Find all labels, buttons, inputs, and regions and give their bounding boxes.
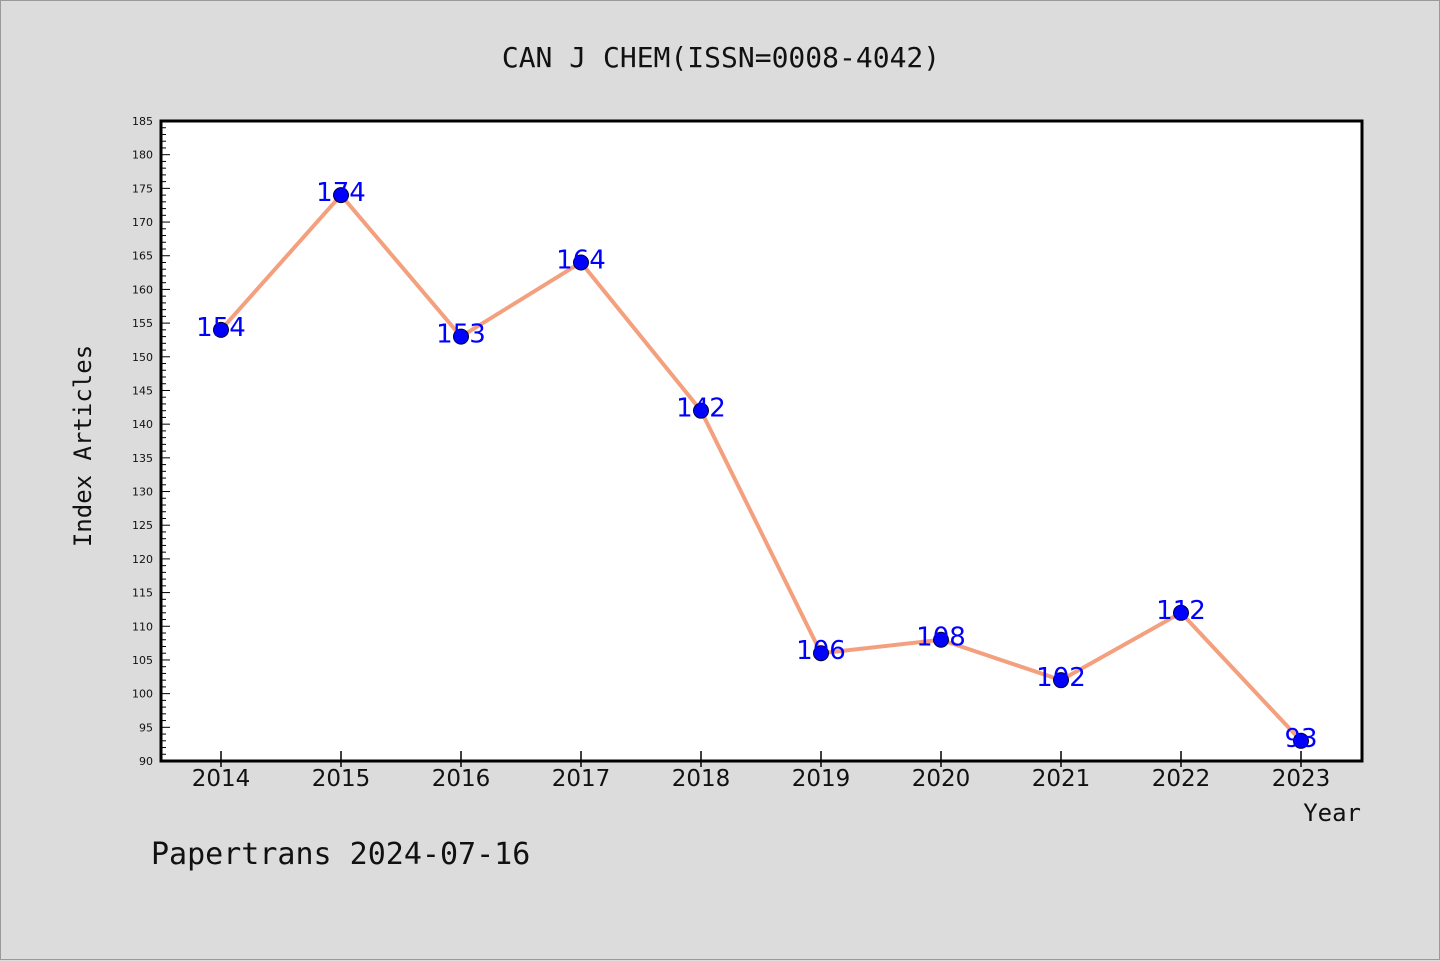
data-label: 153 [436, 320, 486, 350]
data-label: 164 [556, 245, 606, 275]
x-tick-label: 2014 [192, 766, 251, 792]
data-point [1293, 732, 1309, 749]
x-tick-label: 2023 [1272, 766, 1331, 792]
data-point [1053, 672, 1069, 689]
data-label: 112 [1156, 596, 1206, 626]
y-axis-title: Index Articles [69, 345, 97, 547]
data-label: 154 [196, 313, 246, 343]
y-tick-label: 135 [132, 452, 153, 465]
data-label: 142 [676, 394, 726, 424]
y-tick-label: 175 [132, 182, 153, 195]
y-tick-label: 110 [132, 620, 153, 633]
x-tick-label: 2018 [672, 766, 731, 792]
data-point [213, 321, 229, 338]
data-point [933, 631, 949, 648]
data-label: 102 [1036, 663, 1086, 693]
x-axis-title: Year [1303, 799, 1361, 827]
y-tick-label: 150 [132, 351, 153, 364]
x-axis: 2014 2015 2016 2017 2018 2019 2020 2021 2022 2023 [192, 751, 1331, 792]
y-tick-label: 120 [132, 553, 153, 566]
y-tick-label: 130 [132, 486, 153, 499]
y-tick-label: 125 [132, 519, 153, 532]
x-tick-label: 2021 [1032, 766, 1091, 792]
y-tick-label: 180 [132, 149, 153, 162]
x-tick-label: 2015 [312, 766, 371, 792]
data-label: 93 [1284, 724, 1317, 754]
data-point [693, 402, 709, 419]
series-group: 154 174 153 164 142 106 108 102 112 93 [196, 178, 1317, 754]
data-point [1173, 604, 1189, 621]
y-tick-label: 100 [132, 688, 153, 701]
y-tick-label: 140 [132, 418, 153, 431]
data-point [573, 254, 589, 271]
data-label: 174 [316, 178, 366, 208]
y-tick-label: 95 [139, 721, 153, 734]
x-tick-label: 2022 [1152, 766, 1211, 792]
y-tick-label: 115 [132, 587, 153, 600]
y-tick-label: 145 [132, 384, 153, 397]
x-tick-label: 2020 [912, 766, 971, 792]
y-tick-label: 185 [132, 115, 153, 128]
y-tick-label: 155 [132, 317, 153, 330]
x-tick-label: 2019 [792, 766, 851, 792]
chart-title: CAN J CHEM(ISSN=0008-4042) [502, 41, 940, 74]
footer-stamp: Papertrans 2024-07-16 [151, 837, 530, 872]
data-point [453, 328, 469, 345]
y-tick-label: 160 [132, 283, 153, 296]
data-label: 108 [916, 623, 966, 653]
y-tick-label: 165 [132, 250, 153, 263]
data-point [333, 187, 349, 204]
y-tick-label: 170 [132, 216, 153, 229]
data-point [813, 645, 829, 662]
y-tick-label: 90 [139, 755, 153, 768]
plot-area [159, 119, 1364, 763]
data-label: 106 [796, 636, 846, 666]
x-tick-label: 2016 [432, 766, 491, 792]
y-tick-label: 105 [132, 654, 153, 667]
y-axis: 90 95 100 105 110 115 120 125 130 135 140 145 150 155… [132, 115, 170, 768]
x-tick-label: 2017 [552, 766, 611, 792]
series-line [219, 193, 1303, 743]
